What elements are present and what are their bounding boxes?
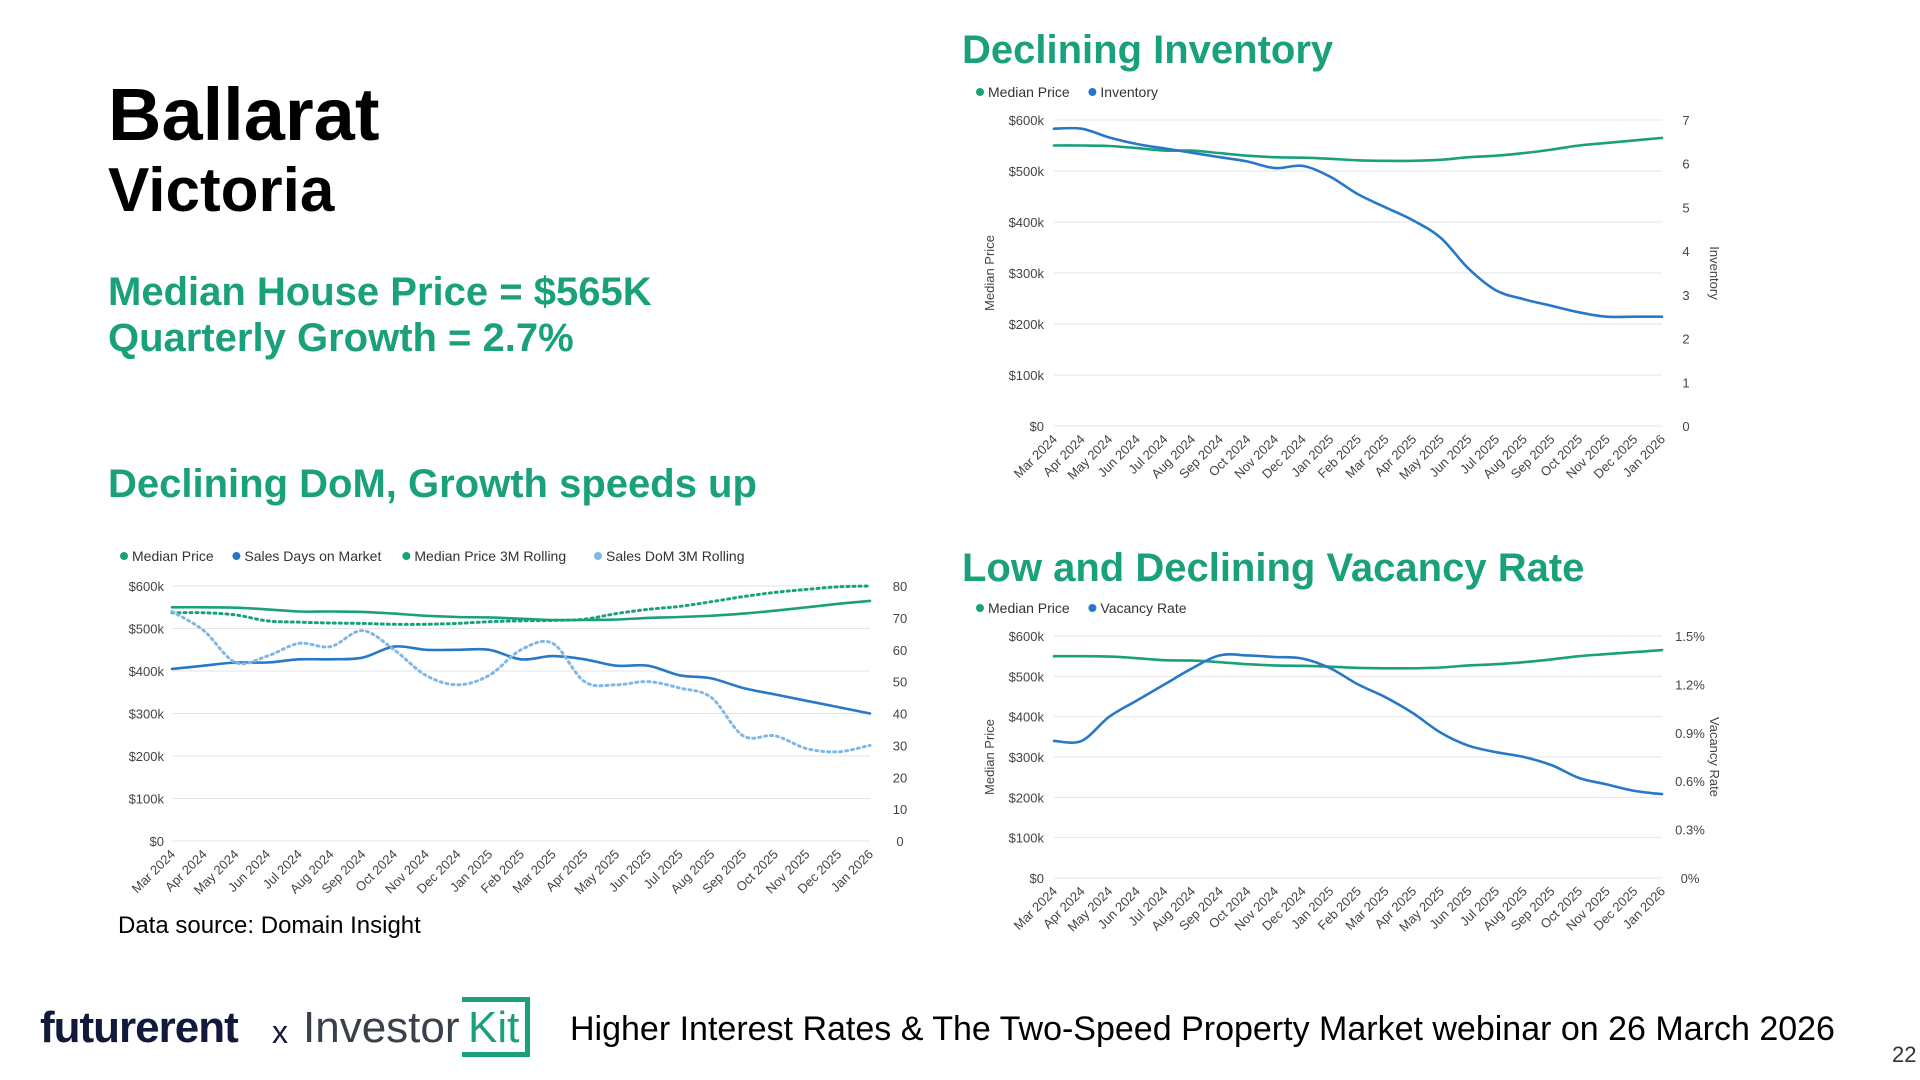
legend-marker [120,552,128,560]
legend-marker [976,88,984,96]
chart-inventory: Median Price Inventory $0 $100k $200k $300k $4… [976,84,1722,482]
y-left-tick-label: $100k [129,792,165,807]
y-left-tick-label: $300k [129,707,165,722]
y-right-tick-label: 1 [1682,375,1689,390]
y-left-tick-label: $200k [1009,317,1045,332]
y-right-tick-label: 80 [893,579,907,594]
legend-item: Sales Days on Market [232,548,381,564]
y-left-tick-label: $500k [1009,164,1045,179]
investor-logo-text: Investor [303,1003,460,1052]
page-subtitle-state: Victoria [108,156,335,225]
y-left-tick-label: $300k [1009,750,1045,765]
series-line-vacancy-rate [1052,653,1664,796]
y-right-tick-label: 1.5% [1675,629,1705,644]
y-left-tick-label: $100k [1009,368,1045,383]
y-right-tick-label: 0.3% [1675,823,1705,838]
y-right-tick-label: 3 [1682,288,1689,303]
series-line-median-price [170,599,872,622]
legend-item: Inventory [1088,84,1158,100]
y-right-tick-label: 0.6% [1675,774,1705,789]
y-left-axis-title: Median Price [982,235,997,311]
y-left-tick-label: $500k [1009,669,1045,684]
legend-label: Median Price [132,548,214,564]
chart-title-vacancy: Low and Declining Vacancy Rate [962,546,1585,590]
y-right-tick-label: 0% [1681,871,1700,886]
series-line-median-price [1052,136,1664,163]
y-right-tick-label: 0.9% [1675,726,1705,741]
legend-item: Median Price [976,84,1070,100]
legend-marker [402,552,411,560]
y-right-tick-label: 20 [893,770,907,785]
series-line-sales-dom-3m-rolling [170,610,872,754]
legend-marker [1088,88,1097,96]
legend-label: Median Price [988,600,1070,616]
y-left-tick-label: $400k [129,664,165,679]
y-right-tick-label: 70 [893,611,907,626]
legend-label: Median Price 3M Rolling [414,548,566,564]
legend-marker [976,604,984,612]
quarterly-growth: Quarterly Growth = 2.7% [108,316,574,360]
y-left-tick-label: $300k [1009,266,1045,281]
chart-vacancy: Median Price Vacancy Rate $0 $100k $200k $300… [976,600,1722,934]
y-left-tick-label: $100k [1009,831,1045,846]
y-right-tick-label: 0 [1682,419,1689,434]
y-left-tick-label: $500k [129,622,165,637]
legend-item: Sales DoM 3M Rolling [594,548,745,564]
y-right-tick-label: 2 [1682,332,1689,347]
legend-item: Median Price 3M Rolling [402,548,566,564]
legend-label: Median Price [988,84,1070,100]
y-left-axis-title: Median Price [982,719,997,795]
chart-title-dom: Declining DoM, Growth speeds up [108,462,757,506]
y-right-tick-label: 7 [1682,113,1689,128]
page-title-city: Ballarat [108,73,380,156]
y-right-tick-label: 5 [1682,200,1689,215]
legend-marker [594,552,602,560]
median-house-price: Median House Price = $565K [108,270,652,314]
series-line-median-price [1052,648,1664,670]
y-left-tick-label: $600k [1009,629,1045,644]
logo-separator: x [272,1014,288,1050]
y-right-tick-label: 50 [893,675,907,690]
investorkit-logo-kit: Kit [468,1003,520,1052]
y-right-tick-label: 40 [893,707,907,722]
legend-marker [232,552,241,560]
legend-item: Vacancy Rate [1088,600,1187,616]
y-left-tick-label: $0 [1030,871,1044,886]
legend-label: Sales Days on Market [244,548,381,564]
investorkit-logo-frame [462,997,530,1057]
series-line-sales-days-on-market [170,645,872,715]
chart-title-inventory: Declining Inventory [962,28,1334,72]
data-source-note: Data source: Domain Insight [118,912,421,939]
y-right-tick-label: 30 [893,738,907,753]
y-right-tick-label: 0 [896,834,903,849]
chart-dom: Median Price Sales Days on Market Median P… [120,548,907,897]
legend-marker [1088,604,1097,612]
y-left-tick-label: $400k [1009,710,1045,725]
legend-label: Sales DoM 3M Rolling [606,548,745,564]
y-right-tick-label: 10 [893,802,907,817]
y-left-tick-label: $400k [1009,215,1045,230]
page-number: 22 [1892,1042,1917,1067]
y-right-axis-title: Vacancy Rate [1707,717,1722,797]
y-left-tick-label: $200k [1009,790,1045,805]
y-left-tick-label: $600k [1009,113,1045,128]
y-right-tick-label: 60 [893,643,907,658]
y-right-tick-label: 4 [1682,244,1689,259]
y-right-tick-label: 1.2% [1675,677,1705,692]
legend-item: Median Price [976,600,1070,616]
y-left-tick-label: $600k [129,579,165,594]
y-left-tick-label: $0 [1030,419,1044,434]
y-left-tick-label: $0 [150,834,164,849]
y-right-tick-label: 6 [1682,157,1689,172]
futurerent-logo: futurerent [40,1003,239,1052]
series-line-median-price-3m-rolling [170,584,872,626]
legend-item: Median Price [120,548,214,564]
legend-label: Vacancy Rate [1100,600,1186,616]
webinar-caption: Higher Interest Rates & The Two-Speed Pr… [570,1010,1835,1048]
y-right-axis-title: Inventory [1707,246,1722,300]
series-line-inventory [1052,126,1664,319]
y-left-tick-label: $200k [129,749,165,764]
legend-label: Inventory [1100,84,1158,100]
